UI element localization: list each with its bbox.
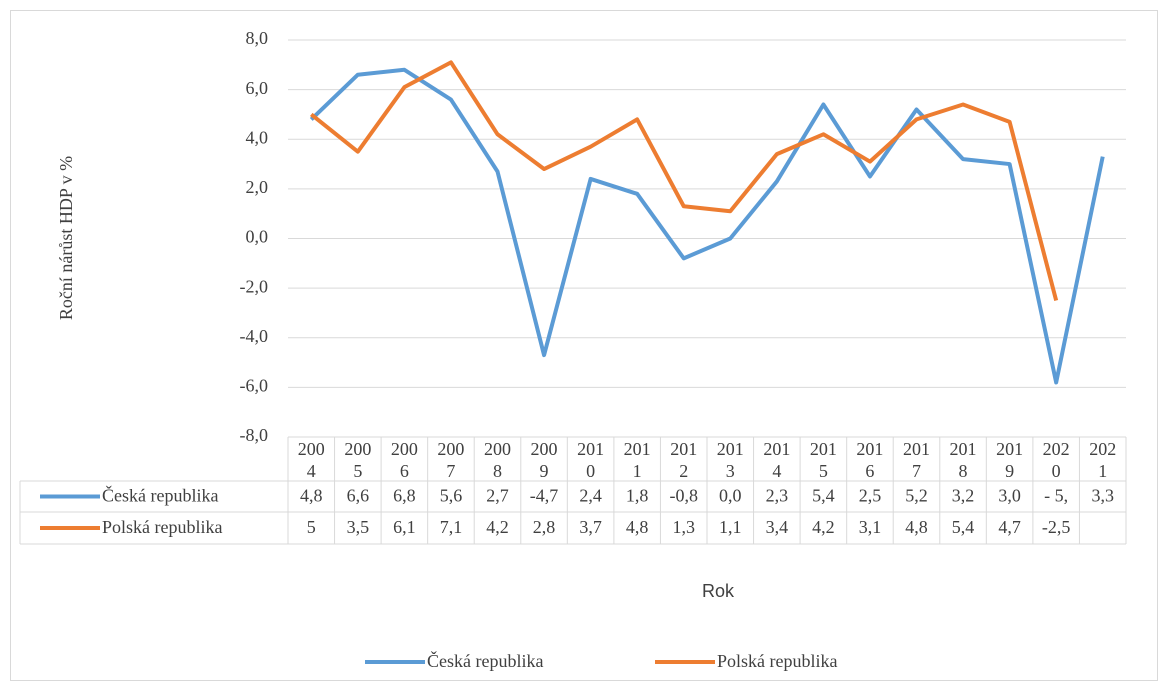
y-axis-title: Roční nárůst HDP v % bbox=[56, 156, 76, 320]
x-tick-label-box: 2014 bbox=[763, 439, 791, 481]
x-tick-label: 2016 bbox=[856, 439, 884, 481]
x-tick-label-box: 2013 bbox=[716, 439, 744, 481]
data-label: 3,3 bbox=[1091, 486, 1114, 506]
x-tick-label: 2011 bbox=[623, 439, 651, 481]
data-label: 6,1 bbox=[393, 517, 416, 537]
x-tick-label-box: 2011 bbox=[623, 439, 651, 481]
data-label: 5 bbox=[307, 517, 316, 537]
data-label: 4,2 bbox=[486, 517, 509, 537]
x-tick-label: 2005 bbox=[344, 439, 372, 481]
data-label: 5,4 bbox=[952, 517, 975, 537]
data-label: 2,7 bbox=[486, 486, 509, 506]
x-tick-label-box: 2006 bbox=[390, 439, 418, 481]
data-label: 3,1 bbox=[859, 517, 882, 537]
x-tick-label-box: 2017 bbox=[902, 439, 930, 481]
x-tick-label: 2007 bbox=[437, 439, 465, 481]
y-tick-label: 6,0 bbox=[246, 78, 269, 98]
data-label: 1,1 bbox=[719, 517, 742, 537]
x-tick-label: 2014 bbox=[763, 439, 791, 481]
x-tick-label-box: 2009 bbox=[530, 439, 558, 481]
legend-label: Polská republika bbox=[102, 517, 222, 537]
chart-frame bbox=[10, 10, 1158, 681]
x-tick-label: 2018 bbox=[949, 439, 977, 481]
data-label: 3,7 bbox=[579, 517, 602, 537]
x-tick-label: 2008 bbox=[483, 439, 511, 481]
data-label: 1,3 bbox=[672, 517, 695, 537]
x-tick-label: 2012 bbox=[670, 439, 698, 481]
x-tick-label-box: 2018 bbox=[949, 439, 977, 481]
x-tick-label-box: 2021 bbox=[1089, 439, 1117, 481]
data-label: -0,8 bbox=[669, 486, 698, 506]
x-tick-label: 2009 bbox=[530, 439, 558, 481]
data-label: 4,2 bbox=[812, 517, 835, 537]
data-label: -4,7 bbox=[530, 486, 559, 506]
x-tick-label: 2013 bbox=[716, 439, 744, 481]
data-label: 2,3 bbox=[766, 486, 789, 506]
y-tick-label: 4,0 bbox=[246, 127, 269, 147]
data-label: 2,8 bbox=[533, 517, 556, 537]
data-label: 4,8 bbox=[905, 517, 928, 537]
data-label: 5,2 bbox=[905, 486, 928, 506]
y-tick-label: -6,0 bbox=[240, 376, 269, 396]
x-tick-label-box: 2005 bbox=[344, 439, 372, 481]
y-tick-label: -2,0 bbox=[240, 276, 269, 296]
x-tick-label-box: 2019 bbox=[996, 439, 1024, 481]
x-tick-label-box: 2004 bbox=[297, 439, 325, 481]
data-label: 2,4 bbox=[579, 486, 602, 506]
x-tick-label: 2021 bbox=[1089, 439, 1117, 481]
y-tick-label: 2,0 bbox=[246, 177, 269, 197]
legend-label: Polská republika bbox=[717, 651, 837, 671]
x-tick-label-box: 2015 bbox=[809, 439, 837, 481]
data-label: 6,8 bbox=[393, 486, 416, 506]
x-tick-label-box: 2010 bbox=[577, 439, 605, 481]
y-tick-label: 0,0 bbox=[246, 227, 269, 247]
series-line bbox=[310, 60, 1059, 302]
x-tick-label-box: 2007 bbox=[437, 439, 465, 481]
data-label: 3,4 bbox=[766, 517, 789, 537]
x-axis-title: Rok bbox=[702, 581, 735, 601]
data-label: 7,1 bbox=[440, 517, 463, 537]
data-label: 2,5 bbox=[859, 486, 882, 506]
data-label: 3,0 bbox=[998, 486, 1021, 506]
data-label: 4,7 bbox=[998, 517, 1021, 537]
y-tick-label: -4,0 bbox=[240, 326, 269, 346]
data-label: 1,8 bbox=[626, 486, 649, 506]
x-tick-label: 2010 bbox=[577, 439, 605, 481]
data-label: 5,6 bbox=[440, 486, 463, 506]
data-label: -2,5 bbox=[1042, 517, 1071, 537]
data-label: 4,8 bbox=[626, 517, 649, 537]
data-label: - 5, bbox=[1044, 486, 1068, 506]
data-label: 5,4 bbox=[812, 486, 835, 506]
data-label: 3,2 bbox=[952, 486, 975, 506]
x-tick-label-box: 2016 bbox=[856, 439, 884, 481]
x-tick-label-box: 2008 bbox=[483, 439, 511, 481]
y-tick-label: -8,0 bbox=[240, 425, 269, 445]
data-label: 0,0 bbox=[719, 486, 742, 506]
x-tick-label: 2019 bbox=[996, 439, 1024, 481]
data-label: 6,6 bbox=[347, 486, 370, 506]
x-tick-label: 2020 bbox=[1042, 439, 1070, 481]
x-tick-label: 2015 bbox=[809, 439, 837, 481]
x-tick-label: 2017 bbox=[902, 439, 930, 481]
y-tick-label: 8,0 bbox=[246, 28, 269, 48]
series-line bbox=[309, 67, 1105, 385]
data-label: 4,8 bbox=[300, 486, 323, 506]
data-label: 3,5 bbox=[347, 517, 370, 537]
x-tick-label: 2006 bbox=[390, 439, 418, 481]
legend-label: Česká republika bbox=[427, 650, 543, 671]
x-tick-label-box: 2020 bbox=[1042, 439, 1070, 481]
legend-label: Česká republika bbox=[102, 485, 218, 506]
x-tick-label: 2004 bbox=[297, 439, 325, 481]
x-tick-label-box: 2012 bbox=[670, 439, 698, 481]
